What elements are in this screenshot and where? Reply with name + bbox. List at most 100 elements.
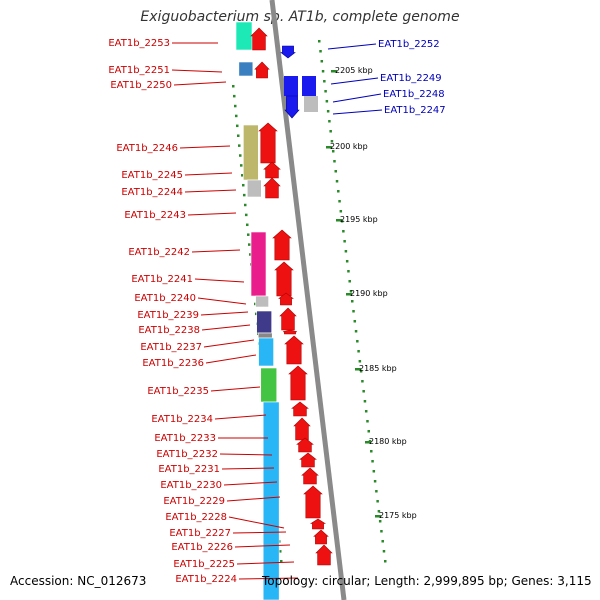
kbp-tick-mark bbox=[365, 441, 371, 444]
topology-text: Topology: circular; Length: 2,999,895 bp… bbox=[262, 574, 592, 588]
label-leader-line bbox=[200, 311, 249, 316]
label-leader-line bbox=[201, 324, 251, 331]
gene-block-2240 bbox=[255, 295, 269, 308]
forward-gene-label[interactable]: EAT1b_2227 bbox=[169, 528, 231, 539]
label-leader-line bbox=[203, 339, 255, 348]
gene-block-2238 bbox=[257, 332, 273, 339]
label-leader-line bbox=[219, 453, 273, 456]
forward-gene-label[interactable]: EAT1b_2242 bbox=[128, 247, 190, 258]
forward-gene-label[interactable]: EAT1b_2244 bbox=[121, 187, 183, 198]
reverse-gene-label[interactable]: EAT1b_2252 bbox=[378, 39, 440, 50]
forward-gene-label[interactable]: EAT1b_2240 bbox=[134, 293, 196, 304]
label-leader-line bbox=[221, 467, 275, 470]
forward-gene-label[interactable]: EAT1b_2245 bbox=[121, 170, 183, 181]
reverse-gene-block bbox=[302, 76, 316, 96]
forward-gene-label[interactable]: EAT1b_2234 bbox=[151, 414, 213, 425]
accession-text: Accession: NC_012673 bbox=[10, 574, 147, 588]
label-leader-line bbox=[210, 386, 261, 392]
forward-gene-label[interactable]: EAT1b_2236 bbox=[142, 358, 204, 369]
label-leader-line bbox=[238, 577, 299, 580]
forward-gene-arrow bbox=[263, 161, 281, 179]
forward-gene-label[interactable]: EAT1b_2241 bbox=[131, 274, 193, 285]
forward-gene-arrow bbox=[301, 467, 319, 485]
reverse-gene-label[interactable]: EAT1b_2247 bbox=[384, 105, 446, 116]
label-leader-line bbox=[226, 496, 281, 502]
kbp-tick-mark bbox=[355, 368, 361, 371]
forward-gene-arrow bbox=[278, 292, 294, 306]
label-leader-line bbox=[232, 531, 287, 534]
label-leader-line bbox=[197, 297, 247, 305]
kbp-tick-label: 2200 kbp bbox=[330, 142, 368, 151]
kbp-tick-mark bbox=[336, 219, 342, 222]
label-leader-line bbox=[234, 544, 291, 548]
forward-gene-label[interactable]: EAT1b_2225 bbox=[173, 559, 235, 570]
forward-gene-label[interactable]: EAT1b_2253 bbox=[108, 38, 170, 49]
label-leader-line bbox=[187, 212, 237, 216]
reverse-gene-block bbox=[284, 76, 298, 96]
forward-gene-label[interactable]: EAT1b_2251 bbox=[108, 65, 170, 76]
label-leader-line bbox=[184, 172, 233, 176]
label-leader-line bbox=[184, 189, 237, 193]
forward-gene-arrow bbox=[272, 229, 292, 261]
genome-backbone bbox=[269, 0, 347, 600]
forward-gene-arrow bbox=[299, 452, 317, 468]
reverse-gene-block bbox=[304, 96, 318, 112]
map-title: Exiguobacterium sp. AT1b, complete genom… bbox=[140, 9, 460, 25]
forward-gene-label[interactable]: EAT1b_2246 bbox=[116, 143, 178, 154]
kbp-tick-label: 2205 kbp bbox=[335, 66, 373, 75]
forward-gene-label[interactable]: EAT1b_2226 bbox=[171, 542, 233, 553]
forward-gene-label[interactable]: EAT1b_2233 bbox=[154, 433, 216, 444]
forward-gene-label[interactable]: EAT1b_2232 bbox=[156, 449, 218, 460]
forward-gene-label[interactable]: EAT1b_2231 bbox=[158, 464, 220, 475]
label-leader-line bbox=[191, 249, 241, 253]
gene-tracks bbox=[235, 21, 280, 600]
kbp-tick-mark bbox=[331, 70, 337, 73]
label-leader-line bbox=[330, 77, 379, 85]
forward-gene-label[interactable]: EAT1b_2250 bbox=[110, 80, 172, 91]
forward-gene-label[interactable]: EAT1b_2237 bbox=[140, 342, 202, 353]
forward-gene-arrow bbox=[293, 417, 311, 441]
kbp-tick-label: 2190 kbp bbox=[350, 289, 388, 298]
forward-gene-label[interactable]: EAT1b_2238 bbox=[138, 325, 200, 336]
forward-gene-label[interactable]: EAT1b_2239 bbox=[137, 310, 199, 321]
gene-block-2234 bbox=[262, 401, 280, 600]
kbp-ticks: 2205 kbp 2200 kbp 2195 kbp 2190 kbp 2185 kbp… bbox=[326, 66, 417, 520]
kbp-tick-mark bbox=[375, 515, 381, 518]
kbp-tick-mark bbox=[346, 293, 352, 296]
gene-block-2235 bbox=[260, 367, 278, 403]
gene-block-2237 bbox=[258, 337, 274, 367]
forward-gene-arrow bbox=[279, 307, 297, 331]
label-leader-line bbox=[205, 354, 257, 364]
forward-gene-label[interactable]: EAT1b_2243 bbox=[124, 210, 186, 221]
reverse-gene-label[interactable]: EAT1b_2248 bbox=[383, 89, 445, 100]
kbp-tick-label: 2175 kbp bbox=[379, 511, 417, 520]
forward-gene-label[interactable]: EAT1b_2235 bbox=[147, 386, 209, 397]
forward-gene-arrow bbox=[263, 177, 281, 199]
reverse-gene-label[interactable]: EAT1b_2249 bbox=[380, 73, 442, 84]
forward-gene-label[interactable]: EAT1b_2228 bbox=[165, 512, 227, 523]
forward-gene-labels: EAT1b_2253 EAT1b_2251 EAT1b_2250 EAT1b_2246… bbox=[108, 38, 299, 585]
forward-gene-label[interactable]: EAT1b_2229 bbox=[163, 496, 225, 507]
reverse-gene-labels: EAT1b_2252 EAT1b_2249 EAT1b_2248 EAT1b_2247 bbox=[327, 39, 446, 116]
kbp-tick-label: 2180 kbp bbox=[369, 437, 407, 446]
gene-block-2239 bbox=[256, 310, 272, 334]
reverse-gene-arrow bbox=[280, 45, 296, 59]
kbp-tick-mark bbox=[326, 146, 332, 149]
forward-gene-arrow bbox=[313, 529, 329, 545]
label-leader-line bbox=[214, 414, 267, 420]
forward-gene-label[interactable]: EAT1b_2230 bbox=[160, 480, 222, 491]
kbp-tick-label: 2195 kbp bbox=[340, 215, 378, 224]
label-leader-line bbox=[332, 109, 383, 115]
forward-gene-arrow bbox=[296, 437, 314, 453]
forward-gene-arrow bbox=[274, 261, 294, 297]
forward-gene-arrow bbox=[288, 365, 308, 401]
label-leader-line bbox=[194, 278, 245, 283]
forward-gene-arrow bbox=[284, 335, 304, 365]
label-leader-line bbox=[179, 145, 231, 149]
forward-gene-label[interactable]: EAT1b_2224 bbox=[175, 574, 237, 585]
forward-gene-arrow bbox=[250, 27, 268, 51]
gene-block-2246 bbox=[243, 124, 259, 181]
label-leader-line bbox=[171, 69, 223, 73]
gene-block-2244 bbox=[246, 179, 262, 198]
